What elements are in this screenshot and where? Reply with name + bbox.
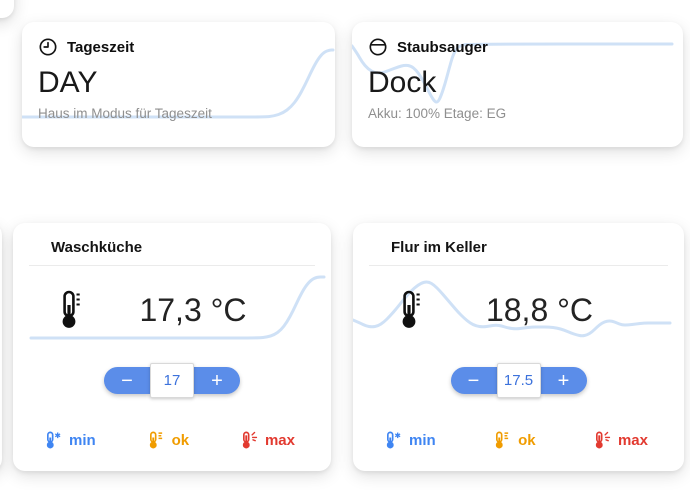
temperature-value: 18,8 °C: [485, 291, 594, 328]
thermometer-hot-icon: [242, 431, 258, 448]
tageszeit-subtitle: Haus im Modus für Tageszeit: [38, 106, 212, 121]
vacuum-dock-icon: [369, 38, 387, 56]
card-staubsauger[interactable]: Staubsauger Dock Akku: 100% Etage: EG: [352, 22, 683, 147]
staubsauger-history-sparkline: [352, 42, 674, 104]
thermometer-icon: [402, 290, 420, 328]
thermometer-icon: [149, 431, 162, 448]
divider: [369, 265, 668, 266]
card-title: Flur im Keller: [391, 239, 487, 256]
preset-min-label: min: [69, 431, 96, 449]
tageszeit-state-value: DAY: [38, 66, 98, 99]
card-title: Waschküche: [51, 239, 143, 256]
card-waschkueche: Waschküche 17,3 °C − 17 +: [13, 223, 331, 471]
preset-min-label: min: [409, 431, 436, 449]
preset-max-button[interactable]: max: [239, 431, 295, 450]
card-title: Tageszeit: [67, 38, 135, 56]
partial-card-fragment-left: [0, 223, 2, 471]
setpoint-stepper: − 17 +: [104, 363, 240, 398]
preset-min-button[interactable]: min: [383, 431, 436, 450]
preset-buttons-row: min ok max: [13, 427, 331, 453]
thermometer-icon: [62, 290, 80, 328]
thermometer-icon: [495, 431, 509, 448]
card-flur-im-keller: Flur im Keller 18,8 °C − 17.5 +: [353, 223, 684, 471]
flur-history-sparkline: [353, 280, 672, 338]
increment-button[interactable]: +: [540, 367, 587, 394]
increment-button[interactable]: +: [194, 367, 240, 394]
preset-ok-button[interactable]: ok: [492, 431, 536, 450]
waschkueche-history-sparkline: [29, 275, 326, 340]
clock-icon: [39, 38, 57, 56]
preset-max-label: max: [264, 431, 295, 449]
setpoint-stepper: − 17.5 +: [450, 363, 587, 398]
preset-ok-button[interactable]: ok: [146, 431, 190, 450]
preset-min-button[interactable]: min: [43, 431, 96, 450]
preset-max-label: max: [617, 431, 648, 449]
staubsauger-state-value: Dock: [368, 66, 437, 99]
decrement-button[interactable]: −: [450, 367, 497, 394]
preset-ok-label: ok: [518, 431, 536, 449]
preset-buttons-row: min ok max: [353, 427, 684, 453]
card-tageszeit[interactable]: Tageszeit DAY Haus im Modus für Tageszei…: [22, 22, 335, 147]
card-title: Staubsauger: [397, 38, 488, 56]
partial-card-fragment-top-left: [0, 0, 14, 18]
thermometer-snowflake-icon: [386, 431, 401, 448]
tageszeit-history-sparkline: [22, 48, 335, 119]
setpoint-value[interactable]: 17: [150, 363, 194, 398]
decrement-button[interactable]: −: [104, 367, 150, 394]
preset-ok-label: ok: [171, 431, 190, 449]
thermometer-snowflake-icon: [46, 431, 61, 448]
setpoint-value[interactable]: 17.5: [496, 363, 541, 398]
preset-max-button[interactable]: max: [592, 431, 648, 450]
thermometer-hot-icon: [595, 431, 611, 448]
temperature-value: 17,3 °C: [139, 291, 247, 328]
divider: [29, 265, 315, 266]
staubsauger-subtitle: Akku: 100% Etage: EG: [368, 106, 507, 121]
